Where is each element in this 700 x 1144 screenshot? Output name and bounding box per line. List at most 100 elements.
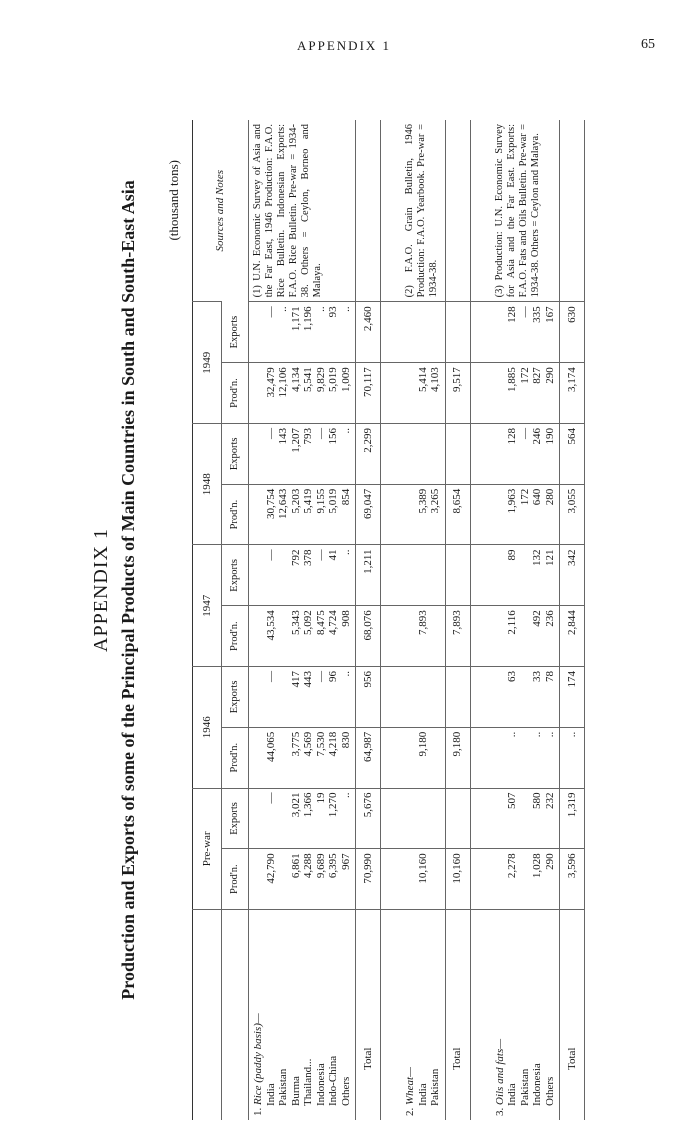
value-cell: .. — [314, 306, 327, 312]
value-cell: 246 — [531, 427, 543, 445]
value-cell: 32,479 — [264, 367, 277, 398]
year-header: 1947 — [192, 544, 222, 667]
value-column: 63 33 78 — [490, 666, 560, 728]
total-value: 956 — [355, 666, 381, 728]
value-column: — 792 378—41.. — [248, 544, 356, 606]
value-cell: 5,019 — [327, 367, 339, 392]
value-cell: 10,160 — [416, 853, 429, 884]
prod-header: Prod'n. — [221, 605, 249, 667]
country-label: Others — [543, 1076, 556, 1106]
gap-cell — [470, 848, 491, 910]
value-cell: 8,475 — [314, 610, 327, 635]
gap-cell — [470, 544, 491, 606]
total-label: Total — [559, 909, 585, 1120]
value-cell: 7,893 — [416, 610, 429, 635]
value-cell: — — [264, 306, 277, 318]
country-label: India — [416, 1083, 429, 1106]
total-value — [445, 666, 470, 728]
value-cell: 30,754 — [264, 488, 277, 519]
value-cell: 12,106 — [277, 367, 289, 398]
section-number: 2. — [404, 1107, 416, 1116]
total-note-blank — [445, 120, 470, 302]
value-cell: 793 — [302, 427, 314, 445]
running-head: APPENDIX 1 — [297, 38, 392, 53]
value-cell: — — [518, 306, 531, 318]
value-cell: 5,343 — [289, 610, 302, 635]
gap-cell — [380, 909, 401, 1120]
table-title: Production and Exports of some of the Pr… — [118, 180, 138, 1000]
total-value — [445, 301, 470, 363]
value-cell: 9,155 — [314, 488, 327, 514]
section-title: 3. Oils and fats— — [494, 914, 507, 1116]
value-cell — [417, 428, 430, 480]
value-column — [401, 788, 445, 849]
value-cell: 580 — [531, 792, 543, 810]
value-column — [401, 666, 445, 728]
total-value: 68,076 — [355, 605, 381, 667]
year-header-row: Pre-war 1946 1947 1948 1949 Sources and … — [192, 120, 249, 1120]
source-note: (3) Production: U.N. Economic Survey for… — [493, 124, 541, 298]
value-cell: 1,171 — [289, 306, 302, 332]
value-cell: 3,021 — [289, 792, 302, 818]
value-cell: 63 — [506, 671, 518, 683]
gap-cell — [381, 120, 402, 302]
value-cell: 128 — [506, 306, 518, 323]
gap-cell — [380, 788, 401, 849]
value-cell: 1,366 — [302, 792, 314, 818]
value-cell: 507 — [506, 792, 518, 810]
value-cell: 128 — [506, 427, 518, 445]
value-cell: 41 — [327, 549, 339, 561]
gap-cell — [470, 423, 491, 485]
value-cell: 190 — [543, 427, 556, 445]
value-cell: 1,885 — [506, 367, 518, 392]
value-cell: 78 — [543, 671, 556, 683]
value-column: —.. 1,171 1,196.. 93.. — [248, 301, 356, 363]
country-label: Indonesia — [314, 1063, 327, 1106]
total-value: 2,844 — [559, 605, 585, 667]
value-cell: 290 — [543, 853, 556, 870]
value-cell — [277, 732, 290, 784]
value-cell: .. — [339, 792, 352, 799]
value-cell: 19 — [314, 792, 327, 804]
section-gap — [380, 120, 402, 1120]
value-cell: 172 — [518, 367, 531, 384]
value-cell: 792 — [289, 549, 302, 566]
value-cell: — — [264, 792, 277, 804]
section-row: 1. Rice (paddy basis)— India Pakistan Burma… — [248, 120, 356, 1120]
gap-cell — [380, 666, 401, 728]
prod-header: Prod'n. — [221, 484, 249, 545]
value-cell: — — [314, 549, 327, 561]
total-value: 9,180 — [445, 727, 470, 789]
value-cell: .. — [277, 306, 289, 312]
total-label: Total — [445, 909, 470, 1120]
value-cell: 443 — [302, 671, 314, 688]
total-value: 10,160 — [445, 848, 470, 910]
value-cell: 854 — [339, 488, 352, 506]
total-value: 1,319 — [559, 788, 585, 849]
value-column: 7,893 — [401, 605, 445, 667]
value-cell: 4,288 — [302, 853, 314, 879]
value-cell: 44,065 — [264, 731, 277, 763]
value-cell: 2,116 — [506, 610, 518, 635]
value-cell — [519, 549, 532, 601]
total-value: 70,117 — [355, 362, 381, 424]
section-number: 3. — [493, 1107, 506, 1116]
value-cell: 908 — [339, 610, 352, 627]
value-cell: 5,419 — [302, 488, 314, 514]
year-header: Pre-war — [192, 788, 222, 910]
value-cell: 4,218 — [327, 731, 339, 757]
section-row: 3. Oils and fats— India Pakistan Indonesia O… — [490, 120, 560, 1120]
value-cell: .. — [339, 427, 352, 434]
value-cell — [519, 671, 532, 723]
total-value — [445, 544, 470, 606]
gap-cell — [380, 484, 401, 545]
value-cell: 132 — [531, 549, 543, 566]
value-cell: 7,530 — [314, 731, 327, 757]
value-cell: 9,180 — [416, 731, 429, 757]
value-cell: 89 — [506, 549, 518, 561]
country-label: Thailand... — [302, 1058, 314, 1106]
value-cell — [429, 306, 442, 358]
section-name: Oils and fats— — [493, 1038, 506, 1105]
value-cell: 2,278 — [506, 853, 518, 879]
total-value: 1,211 — [355, 544, 381, 606]
